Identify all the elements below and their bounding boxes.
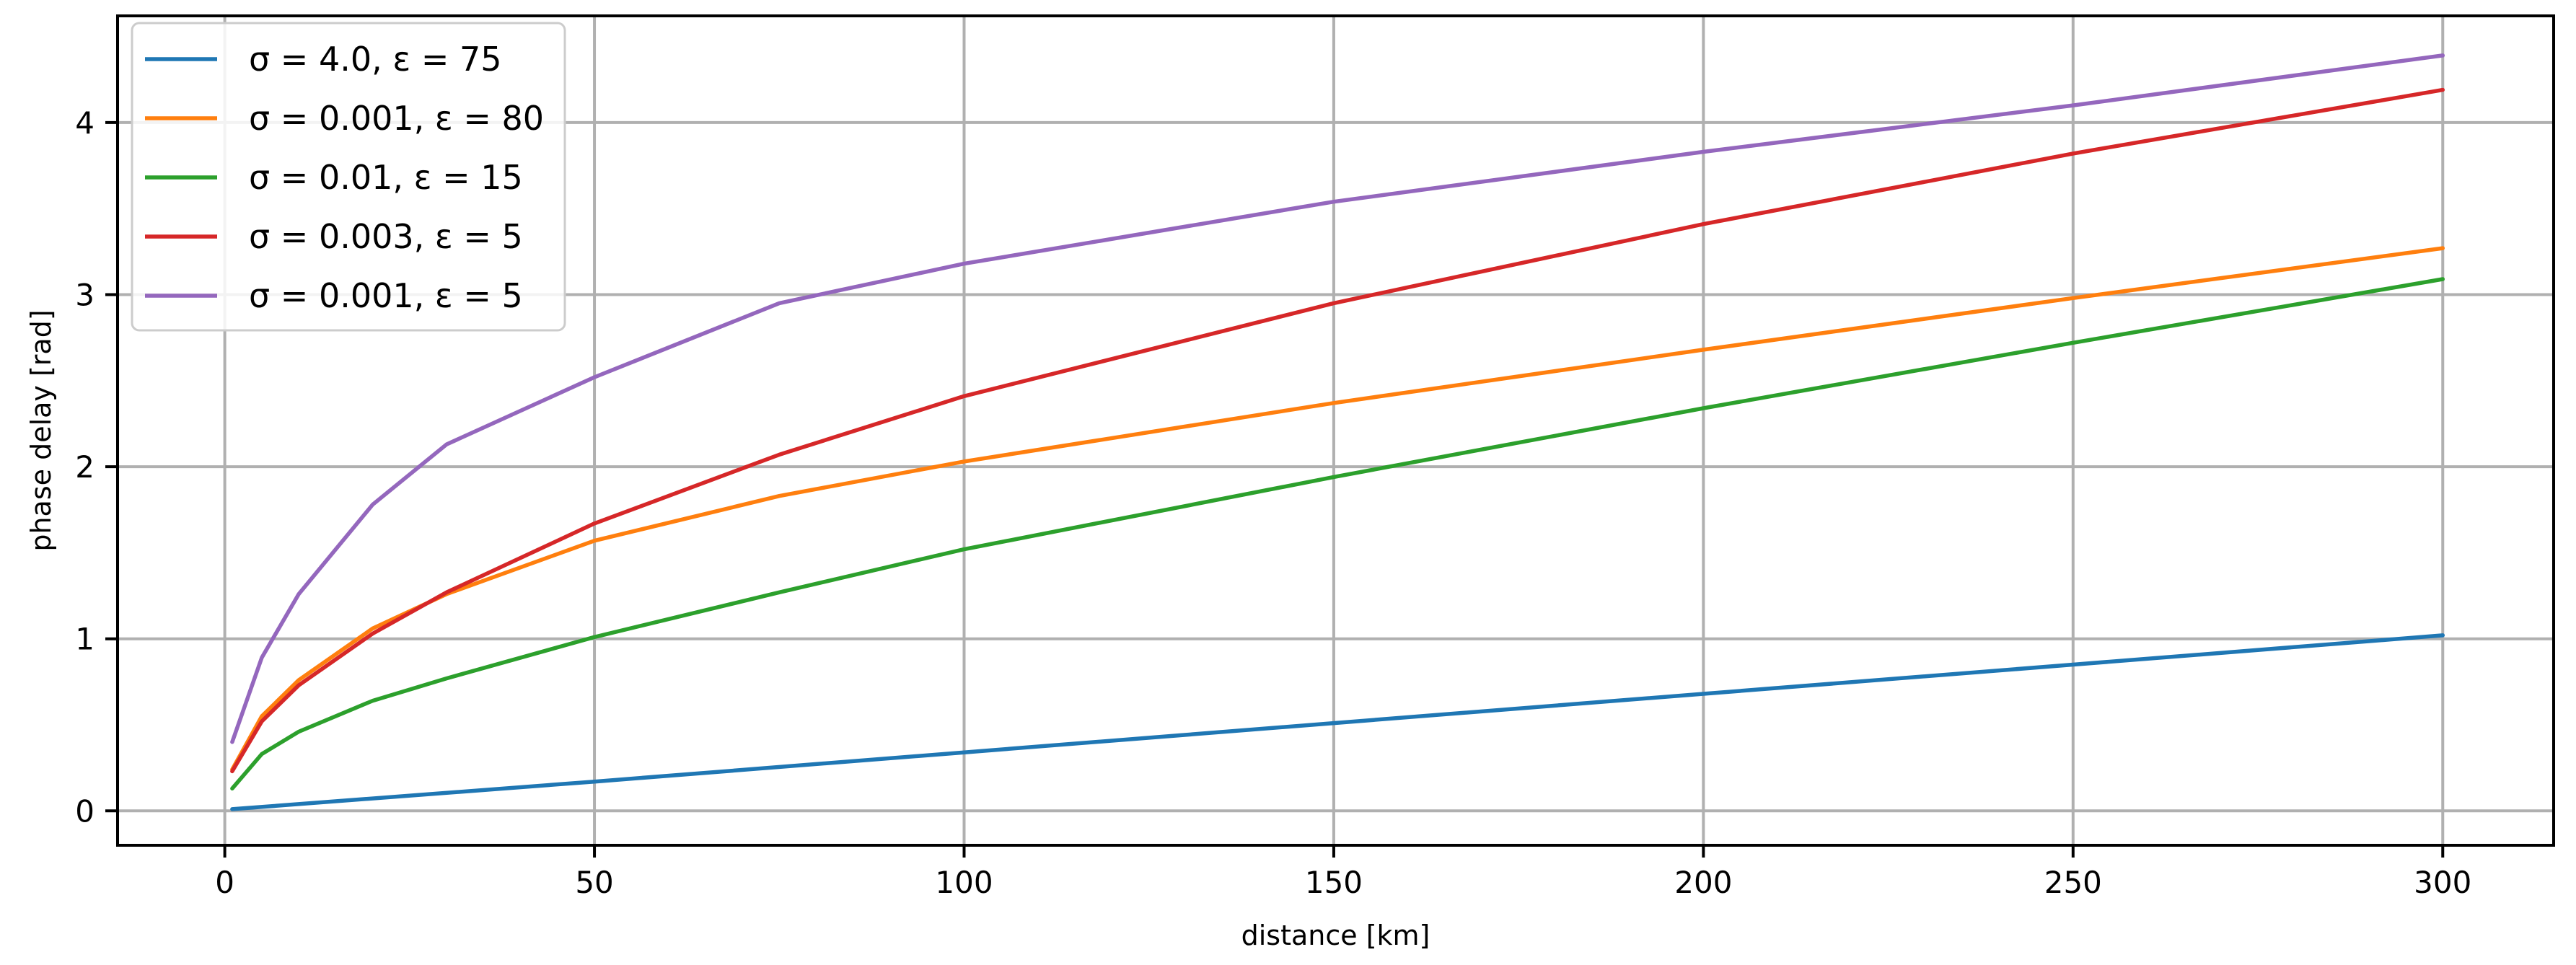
- legend-box: [131, 22, 566, 332]
- series-line-2: [230, 246, 2445, 772]
- series-lines: [230, 53, 2445, 811]
- x-tick-label: 300: [2414, 865, 2471, 900]
- tick-marks: [105, 120, 2445, 858]
- y-tick-label: 1: [75, 622, 94, 657]
- x-tick-label: 0: [215, 865, 234, 900]
- x-tick-label: 250: [2044, 865, 2102, 900]
- legend-label-4: σ = 0.003, ε = 5: [249, 217, 523, 256]
- x-tick-label: 100: [935, 865, 993, 900]
- x-tick-label: 200: [1674, 865, 1732, 900]
- legend-label-3: σ = 0.01, ε = 15: [249, 158, 523, 197]
- y-axis-label: phase delay [rad]: [25, 309, 57, 551]
- x-tick-label: 150: [1305, 865, 1363, 900]
- legend-label-1: σ = 4.0, ε = 75: [249, 40, 502, 79]
- y-tick-label: 4: [75, 105, 94, 141]
- series-line-5: [230, 53, 2445, 744]
- series-line-3: [230, 277, 2445, 791]
- x-tick-label: 50: [575, 865, 613, 900]
- series-line-1: [230, 633, 2445, 811]
- series-line-4: [230, 87, 2445, 774]
- legend-label-5: σ = 0.001, ε = 5: [249, 276, 523, 315]
- legend-label-2: σ = 0.001, ε = 80: [249, 99, 544, 138]
- plot-frame: [116, 14, 2555, 847]
- y-tick-label: 2: [75, 449, 94, 485]
- y-tick-label: 0: [75, 793, 94, 829]
- tick-labels: 0 50 100 150 200 250 300 0 1 2 3 4: [75, 105, 2471, 900]
- x-axis-label: distance [km]: [1241, 920, 1430, 951]
- y-tick-label: 3: [75, 278, 94, 313]
- legend: σ = 4.0, ε = 75 σ = 0.001, ε = 80 σ = 0.01…: [131, 22, 566, 332]
